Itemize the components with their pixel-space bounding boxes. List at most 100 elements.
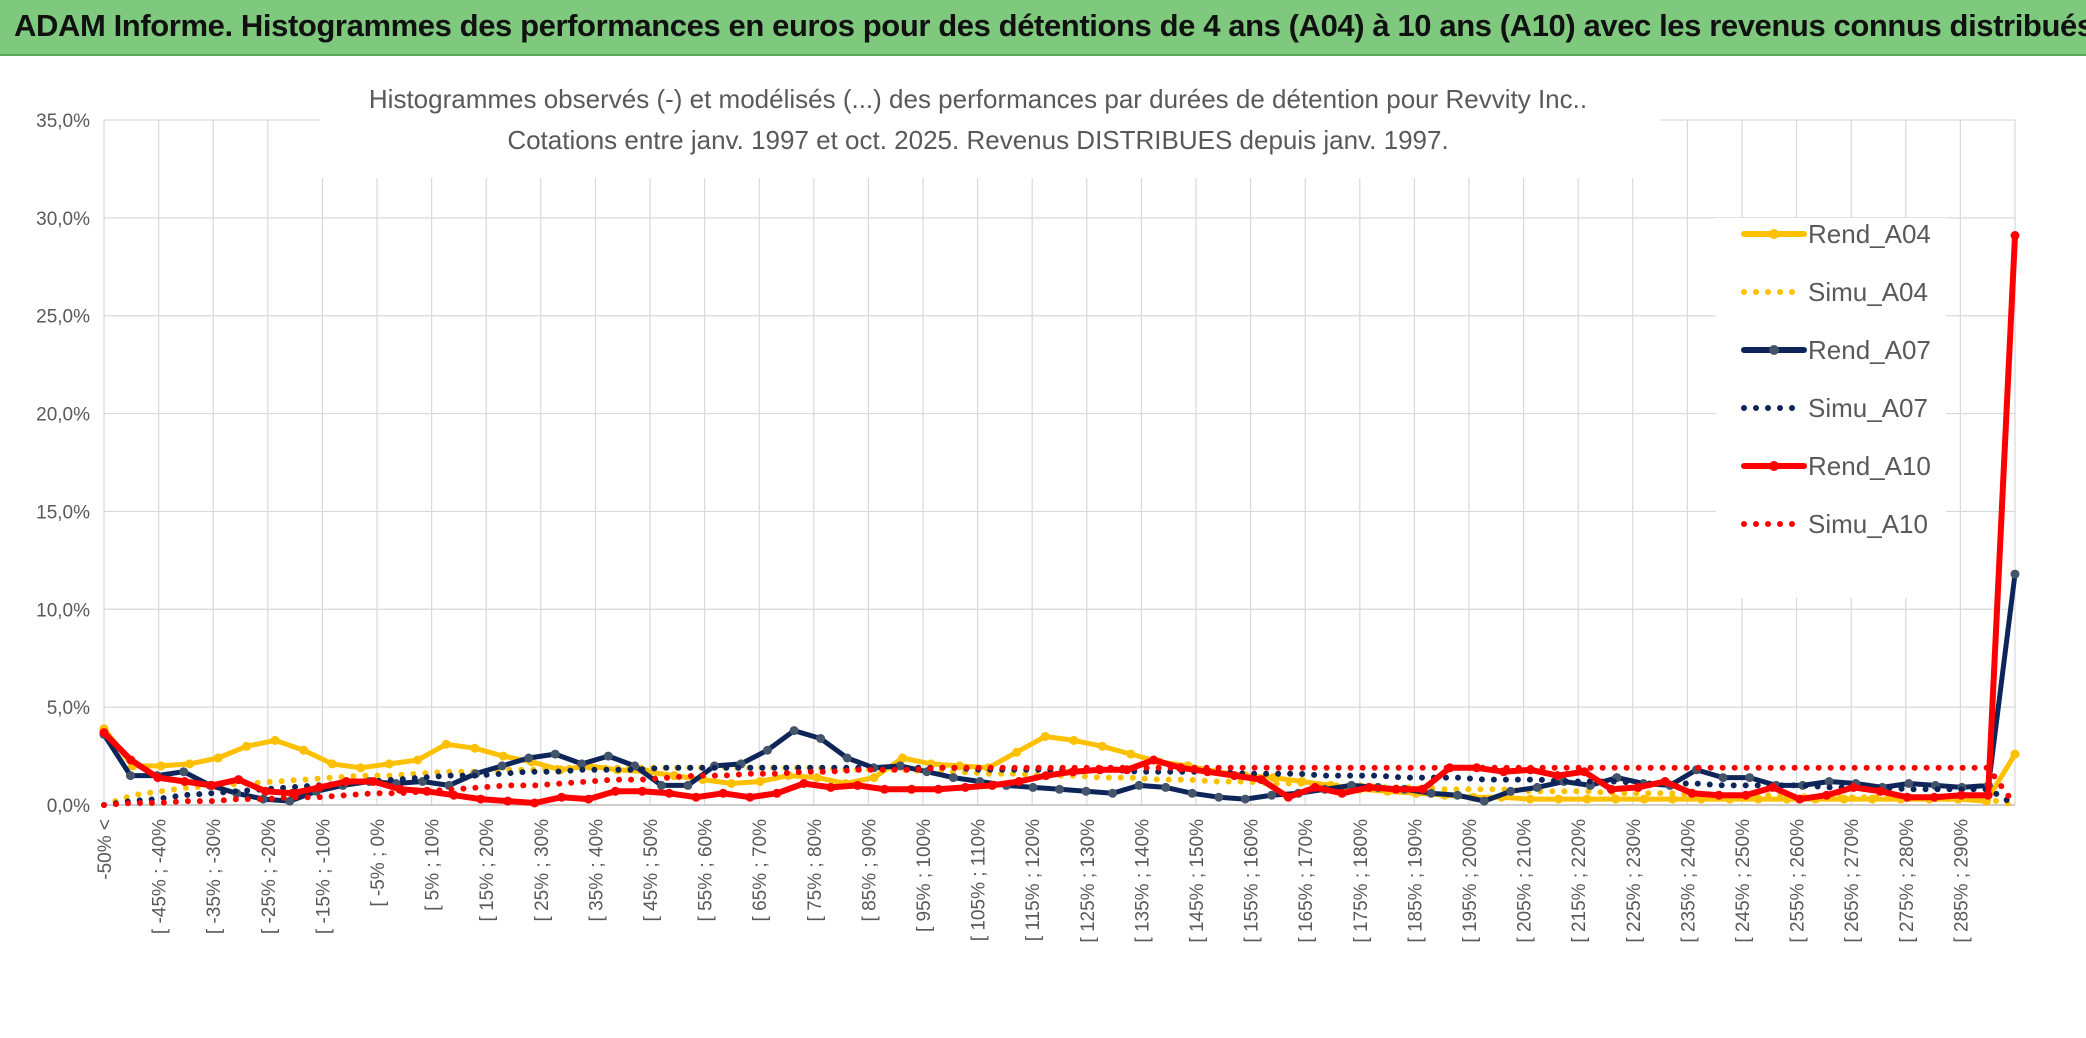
data-point	[1875, 786, 1885, 796]
series-line-rend-a04	[101, 726, 2018, 804]
y-axis-ticks: 0,0% 5,0% 10,0% 15,0% 20,0% 25,0% 30,0% 35,0%	[36, 111, 90, 817]
data-point	[2010, 231, 2020, 240]
legend-label: Rend_A07	[1808, 335, 1931, 365]
data-point	[503, 796, 513, 806]
report-header: ADAM Informe. Histogrammes des performan…	[0, 0, 2086, 56]
legend-label: Rend_A10	[1808, 451, 1931, 481]
x-tick-label: [ 25% ; 30%	[532, 819, 553, 922]
data-point	[285, 796, 295, 806]
data-point	[1041, 771, 1051, 781]
y-tick-label: 35,0%	[36, 111, 90, 132]
legend: Rend_A04 Simu_A04 Rend_A07 Simu_A07 Rend_A10…	[1741, 219, 1931, 539]
x-tick-label: [ 235% ; 240%	[1678, 819, 1699, 943]
data-point	[185, 759, 195, 769]
data-point	[1983, 790, 1993, 800]
data-point	[356, 763, 366, 773]
data-point	[637, 786, 647, 796]
data-point	[948, 773, 958, 783]
x-tick-label: [ 125% ; 130%	[1078, 819, 1099, 943]
data-point	[1902, 792, 1912, 802]
data-point	[1040, 732, 1050, 741]
series-layer	[99, 231, 2020, 808]
data-point	[1795, 794, 1805, 804]
data-point	[1081, 786, 1091, 796]
x-tick-label: [ 245% ; 250%	[1733, 819, 1754, 943]
data-point	[1579, 767, 1589, 777]
data-point	[126, 771, 135, 781]
data-point	[1214, 792, 1224, 802]
data-point	[1426, 788, 1436, 798]
data-point	[656, 780, 666, 790]
data-point	[2010, 749, 2020, 759]
data-point	[1718, 773, 1728, 783]
legend-label: Simu_A07	[1808, 393, 1928, 423]
legend-label: Simu_A04	[1808, 277, 1928, 307]
data-point	[898, 753, 908, 763]
x-tick-label: [ 35% ; 40%	[586, 819, 607, 922]
data-point	[1391, 784, 1401, 794]
data-point	[1337, 788, 1347, 798]
data-point	[1611, 794, 1621, 804]
data-point	[1714, 790, 1724, 800]
y-tick-label: 0,0%	[47, 796, 90, 817]
x-tick-label: [ 285% ; 290%	[1951, 819, 1972, 943]
data-point	[99, 728, 109, 738]
x-tick-label: [ 105% ; 110%	[969, 819, 990, 941]
data-point	[1582, 794, 1592, 804]
x-tick-label: [ 75% ; 80%	[805, 819, 826, 922]
data-point	[261, 786, 270, 796]
data-point	[1554, 794, 1564, 804]
data-point	[299, 745, 309, 755]
data-point	[476, 794, 486, 804]
x-tick-label: [ -25% ; -20%	[259, 819, 280, 934]
data-point	[242, 741, 252, 751]
data-point	[2010, 569, 2020, 579]
data-point	[1660, 777, 1670, 786]
data-point	[1310, 782, 1320, 792]
data-point	[1418, 784, 1428, 794]
data-point	[1849, 782, 1858, 792]
data-point	[1768, 782, 1778, 792]
data-point	[763, 745, 772, 755]
x-tick-label: [ -45% ; -40%	[150, 819, 171, 934]
series-line-simu-a10	[101, 764, 2018, 808]
data-point	[853, 780, 863, 790]
data-point	[1028, 782, 1038, 792]
data-point	[1633, 782, 1643, 792]
data-point	[550, 749, 560, 759]
data-point	[933, 784, 943, 794]
data-point	[1745, 773, 1755, 783]
x-tick-label: [ 165% ; 170%	[1296, 819, 1317, 943]
data-point	[156, 761, 166, 771]
data-point	[213, 753, 223, 763]
data-point	[530, 798, 540, 808]
data-point	[610, 786, 620, 796]
data-point	[745, 792, 755, 802]
data-point	[1134, 780, 1144, 790]
data-point	[1230, 771, 1239, 781]
x-tick-label: [ 135% ; 140%	[1132, 819, 1153, 943]
data-point	[1161, 782, 1171, 792]
data-point	[1639, 794, 1649, 804]
y-tick-label: 15,0%	[36, 502, 90, 523]
x-tick-label: [ 95% ; 100%	[914, 819, 935, 932]
data-point	[449, 790, 459, 800]
x-tick-label: [ -15% ; -10%	[313, 819, 334, 934]
data-point	[789, 726, 799, 736]
data-point	[718, 788, 728, 798]
legend-label: Simu_A10	[1808, 509, 1928, 539]
data-point	[987, 780, 997, 790]
data-point	[1606, 784, 1616, 794]
data-point	[842, 753, 852, 763]
x-tick-label: [ 45% ; 50%	[641, 819, 662, 922]
data-point	[664, 788, 674, 798]
x-tick-label: [ 195% ; 200%	[1460, 819, 1481, 943]
data-point	[384, 759, 394, 769]
data-point	[1347, 780, 1356, 790]
series-line-simu-a07	[101, 764, 2018, 808]
chart-title: Histogrammes observés (-) et modélisés (…	[369, 84, 1587, 114]
data-point	[1822, 790, 1832, 800]
data-point	[584, 794, 593, 804]
x-tick-label: [ 145% ; 150%	[1187, 819, 1208, 943]
data-point	[880, 784, 889, 794]
